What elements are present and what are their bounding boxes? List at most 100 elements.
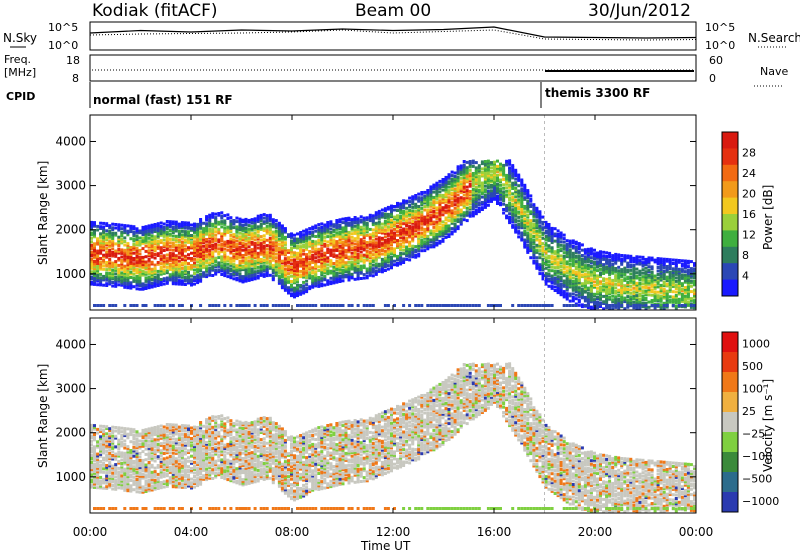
power-cell: [374, 230, 378, 234]
power-cell: [417, 210, 421, 214]
power-cell: [220, 260, 224, 264]
power-cell: [187, 225, 190, 228]
power-cell: [447, 212, 451, 216]
power-cell: [368, 252, 372, 256]
power-cell: [486, 163, 490, 167]
power-cell: [171, 243, 175, 247]
power-cell: [311, 285, 315, 289]
power-cell: [514, 177, 518, 181]
power-cell: [317, 239, 321, 242]
power-cell: [287, 268, 290, 272]
power-cell: [586, 286, 590, 290]
power-cell: [374, 251, 378, 255]
power-cell: [396, 254, 399, 258]
power-cell: [223, 267, 227, 270]
power-cell: [323, 223, 327, 227]
power-cell: [535, 231, 539, 235]
power-cell: [114, 226, 118, 230]
power-cell: [586, 276, 590, 279]
power-cell: [371, 249, 375, 253]
power-cell: [317, 258, 321, 262]
power-cell: [511, 167, 515, 171]
power-cell: [465, 175, 469, 178]
power-cell: [290, 285, 293, 289]
power-cell: [580, 303, 584, 307]
power-cell: [365, 216, 369, 220]
power-cell: [329, 250, 333, 254]
power-cell: [108, 275, 112, 279]
power-cell: [580, 257, 584, 261]
power-cell: [423, 231, 427, 235]
power-cell: [126, 261, 130, 265]
power-cell: [341, 237, 345, 240]
power-cell: [523, 197, 527, 201]
power-cell: [377, 231, 381, 234]
power-cell: [347, 246, 351, 250]
power-cell: [135, 271, 139, 275]
power-cell: [271, 225, 275, 229]
power-cell: [638, 299, 642, 303]
power-cell: [399, 244, 403, 248]
power-cell: [368, 263, 372, 267]
power-cell: [383, 228, 387, 232]
power-cell: [565, 304, 569, 307]
power-cell: [253, 254, 257, 258]
power-cell: [429, 213, 433, 217]
power-cell: [532, 222, 536, 226]
power-cell: [244, 260, 248, 264]
power-cell: [262, 259, 266, 262]
power-cell: [135, 287, 139, 291]
power-cell: [456, 175, 460, 179]
power-cell: [350, 228, 354, 232]
power-cell: [141, 229, 145, 233]
power-cell: [517, 177, 521, 181]
power-cell: [314, 263, 318, 267]
power-cell: [390, 241, 393, 245]
power-cell: [574, 293, 578, 297]
power-cell: [438, 202, 442, 206]
power-cell: [120, 283, 124, 287]
power-cell: [526, 238, 530, 242]
power-cell: [638, 273, 642, 277]
power-cell: [459, 171, 463, 175]
power-cell: [214, 265, 218, 269]
power-cell: [365, 274, 369, 278]
power-cell: [471, 164, 475, 168]
power-cell: [547, 224, 551, 228]
power-cell: [299, 248, 303, 252]
power-cell: [589, 270, 593, 274]
power-cell: [159, 265, 163, 269]
power-cell: [314, 249, 318, 253]
power-cell: [608, 304, 612, 307]
power-cell: [614, 258, 618, 262]
power-cell: [120, 266, 124, 270]
power-cell: [571, 271, 575, 275]
power-cell: [432, 190, 436, 194]
power-cell: [450, 202, 454, 206]
power-cell: [256, 246, 260, 250]
power-cell: [635, 258, 639, 262]
power-cell: [365, 251, 369, 255]
power-cell: [277, 260, 281, 264]
power-cell: [626, 270, 630, 274]
power-cell: [399, 239, 403, 243]
power-cell: [153, 275, 157, 279]
power-cell: [350, 235, 354, 239]
power-cell: [620, 271, 624, 275]
power-cell: [532, 215, 536, 219]
power-cell: [144, 228, 148, 232]
power-cell: [374, 250, 378, 253]
power-cell: [535, 233, 539, 237]
power-cell: [505, 177, 509, 181]
power-cell: [190, 235, 193, 239]
power-cell: [265, 252, 269, 256]
power-cell: [299, 262, 303, 266]
power-cell: [129, 249, 133, 253]
power-cell: [347, 230, 351, 234]
power-cell: [338, 269, 342, 273]
power-cell: [147, 282, 151, 286]
power-cell: [493, 164, 496, 168]
power-cell: [168, 237, 172, 241]
power-cell: [144, 285, 148, 289]
power-cell: [223, 270, 227, 274]
